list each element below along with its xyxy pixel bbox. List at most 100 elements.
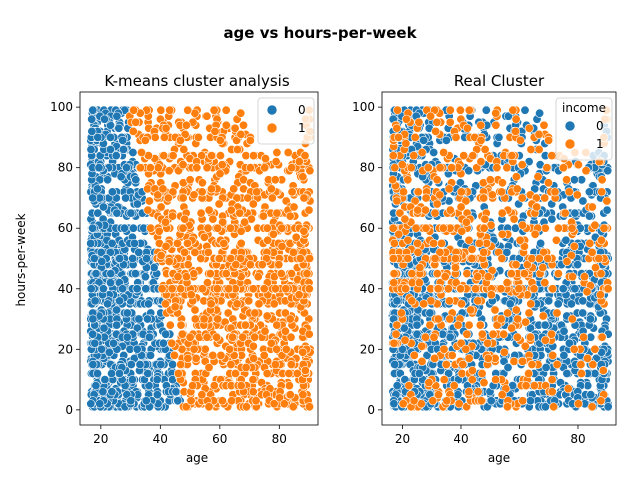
real-cluster-point-class-1 <box>464 235 474 245</box>
kmeans-point-class-1 <box>161 123 171 133</box>
kmeans-point-class-1 <box>304 329 314 339</box>
real-cluster-point-class-1 <box>429 332 439 342</box>
kmeans-point-class-1 <box>161 217 171 227</box>
real-cluster-point-class-0 <box>414 368 424 378</box>
kmeans-x-tick-label: 40 <box>153 432 168 446</box>
kmeans-point-class-1 <box>236 238 246 248</box>
kmeans-point-class-1 <box>136 163 146 173</box>
kmeans-point-class-1 <box>281 284 291 294</box>
kmeans-point-class-1 <box>197 151 207 161</box>
real-cluster-point-class-1 <box>477 368 487 378</box>
kmeans-point-class-1 <box>272 208 282 218</box>
kmeans-point-class-0 <box>171 387 181 397</box>
real-cluster-point-class-1 <box>519 269 529 279</box>
kmeans-point-class-1 <box>190 305 200 315</box>
real-cluster-point-class-1 <box>445 105 455 115</box>
kmeans-point-class-1 <box>241 151 251 161</box>
kmeans-point-class-0 <box>88 223 98 233</box>
real-cluster-point-class-1 <box>597 187 607 197</box>
real-cluster-point-class-1 <box>533 172 543 182</box>
real-cluster-point-class-0 <box>541 362 551 372</box>
kmeans-point-class-1 <box>277 350 287 360</box>
real-cluster-panel-title: Real Cluster <box>454 72 545 90</box>
kmeans-point-class-0 <box>94 163 104 173</box>
kmeans-point-class-0 <box>158 338 168 348</box>
real-cluster-point-class-1 <box>576 359 586 369</box>
kmeans-point-class-1 <box>158 184 168 194</box>
kmeans-point-class-0 <box>146 350 156 360</box>
kmeans-point-class-0 <box>91 269 101 279</box>
kmeans-point-class-0 <box>112 320 122 330</box>
kmeans-point-class-1 <box>176 359 186 369</box>
kmeans-point-class-1 <box>250 332 260 342</box>
kmeans-point-class-1 <box>197 178 207 188</box>
kmeans-point-class-1 <box>219 238 229 248</box>
real-cluster-point-class-1 <box>449 381 459 391</box>
real-cluster-point-class-1 <box>538 311 548 321</box>
kmeans-point-class-1 <box>156 251 166 261</box>
real-cluster-point-class-1 <box>602 196 612 206</box>
kmeans-y-axis-label: hours-per-week <box>14 213 28 306</box>
kmeans-point-class-1 <box>157 284 167 294</box>
kmeans-point-class-1 <box>154 226 164 236</box>
kmeans-point-class-0 <box>152 375 162 385</box>
kmeans-point-class-1 <box>181 402 191 412</box>
kmeans-point-class-0 <box>104 347 114 357</box>
kmeans-x-axis-label: age <box>186 451 208 465</box>
kmeans-point-class-1 <box>298 172 308 182</box>
real-cluster-point-class-1 <box>431 126 441 136</box>
real-cluster-point-class-1 <box>576 368 586 378</box>
kmeans-point-class-1 <box>231 260 241 270</box>
real-cluster-point-class-1 <box>499 347 509 357</box>
real-cluster-point-class-1 <box>413 187 423 197</box>
real-cluster-point-class-0 <box>586 390 596 400</box>
kmeans-point-class-1 <box>270 359 280 369</box>
kmeans-point-class-1 <box>239 120 249 130</box>
kmeans-point-class-0 <box>144 332 154 342</box>
real-cluster-point-class-1 <box>540 223 550 233</box>
kmeans-point-class-0 <box>115 368 125 378</box>
real-cluster-point-class-0 <box>453 390 463 400</box>
kmeans-point-class-0 <box>107 368 117 378</box>
real-cluster-point-class-0 <box>445 332 455 342</box>
kmeans-point-class-1 <box>190 247 200 257</box>
real-cluster-point-class-1 <box>551 235 561 245</box>
kmeans-point-class-0 <box>130 269 140 279</box>
kmeans-point-class-1 <box>236 226 246 236</box>
kmeans-point-class-0 <box>161 329 171 339</box>
kmeans-point-class-1 <box>192 163 202 173</box>
kmeans-point-class-1 <box>249 151 259 161</box>
kmeans-point-class-1 <box>226 205 236 215</box>
kmeans-point-class-1 <box>240 217 250 227</box>
real-cluster-point-class-1 <box>445 205 455 215</box>
kmeans-point-class-0 <box>98 387 108 397</box>
kmeans-point-class-1 <box>288 402 298 412</box>
kmeans-point-class-1 <box>150 132 160 142</box>
kmeans-point-class-1 <box>174 166 184 176</box>
real-cluster-point-class-1 <box>441 359 451 369</box>
real-cluster-point-class-0 <box>390 359 400 369</box>
real-cluster-point-class-1 <box>587 402 597 412</box>
kmeans-point-class-0 <box>87 126 97 136</box>
kmeans-point-class-1 <box>262 223 272 233</box>
kmeans-point-class-1 <box>183 238 193 248</box>
kmeans-point-class-1 <box>299 226 309 236</box>
real-cluster-point-class-0 <box>602 205 612 215</box>
real-cluster-point-class-0 <box>441 135 451 145</box>
kmeans-point-class-1 <box>193 132 203 142</box>
kmeans-legend-label-1: 1 <box>298 121 306 135</box>
kmeans-point-class-1 <box>260 326 270 336</box>
kmeans-point-class-1 <box>270 175 280 185</box>
kmeans-point-class-1 <box>178 160 188 170</box>
kmeans-point-class-1 <box>269 399 279 409</box>
kmeans-point-class-1 <box>277 223 287 233</box>
kmeans-point-class-1 <box>221 120 231 130</box>
kmeans-point-class-1 <box>165 105 175 115</box>
kmeans-point-class-1 <box>215 135 225 145</box>
kmeans-point-class-1 <box>218 217 228 227</box>
kmeans-point-class-1 <box>287 187 297 197</box>
real-cluster-point-class-1 <box>538 263 548 273</box>
kmeans-point-class-0 <box>119 145 129 155</box>
real-cluster-point-class-1 <box>491 108 501 118</box>
real-cluster-point-class-0 <box>561 235 571 245</box>
